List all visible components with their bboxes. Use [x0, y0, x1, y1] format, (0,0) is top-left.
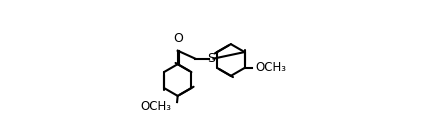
Text: OCH₃: OCH₃ [140, 100, 172, 113]
Text: S: S [207, 52, 215, 65]
Text: OCH₃: OCH₃ [255, 61, 287, 74]
Text: O: O [173, 32, 183, 45]
